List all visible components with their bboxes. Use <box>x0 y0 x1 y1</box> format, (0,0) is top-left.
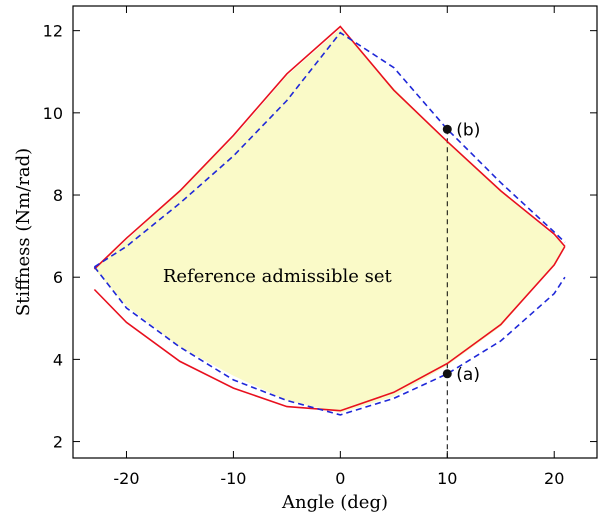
y-tick-label: 2 <box>53 433 63 452</box>
x-tick-label: 20 <box>544 469 564 488</box>
x-tick-label: 10 <box>437 469 457 488</box>
x-tick-label: -10 <box>220 469 246 488</box>
x-tick-label: 0 <box>335 469 345 488</box>
point-marker <box>442 369 452 379</box>
y-tick-label: 6 <box>53 268 63 287</box>
series-1-lower-boundary <box>93 245 566 412</box>
series-1-upper-boundary <box>93 25 566 270</box>
x-axis-title: Angle (deg) <box>281 492 388 513</box>
point-label: (b) <box>456 120 480 140</box>
y-tick-label: 10 <box>43 104 63 123</box>
series-2-upper-boundary <box>93 31 566 268</box>
y-axis-title: Stiffness (Nm/rad) <box>13 148 34 316</box>
region-label: Reference admissible set <box>163 266 393 287</box>
plot-frame <box>72 5 598 459</box>
y-tick-label: 4 <box>53 350 63 369</box>
plot-layer: -20 -10 0 10 20 2 4 6 8 10 12 (a) (b) <box>43 5 598 488</box>
admissible-region <box>94 28 565 413</box>
y-tick-label: 12 <box>43 22 63 41</box>
x-tick-label: -20 <box>113 469 139 488</box>
y-tick-label: 8 <box>53 186 63 205</box>
series-2-lower-boundary <box>93 266 566 416</box>
point-label: (a) <box>456 365 480 385</box>
point-marker <box>442 124 452 134</box>
